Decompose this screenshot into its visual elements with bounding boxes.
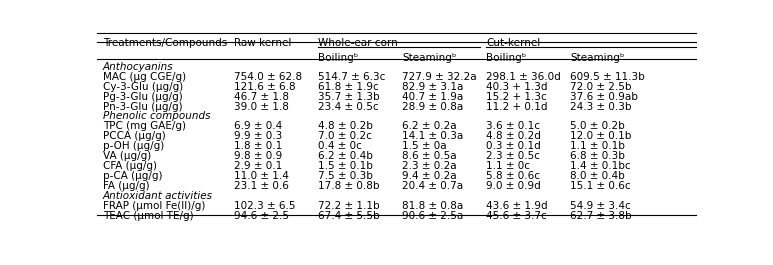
- Text: 14.1 ± 0.3a: 14.1 ± 0.3a: [402, 131, 463, 141]
- Text: 6.2 ± 0.4b: 6.2 ± 0.4b: [318, 151, 373, 161]
- Text: 1.1 ± 0c: 1.1 ± 0c: [486, 161, 530, 171]
- Text: 62.7 ± 3.8b: 62.7 ± 3.8b: [570, 211, 632, 220]
- Text: 37.6 ± 0.9ab: 37.6 ± 0.9ab: [570, 92, 638, 102]
- Text: 28.9 ± 0.8a: 28.9 ± 0.8a: [402, 101, 463, 112]
- Text: 9.9 ± 0.3: 9.9 ± 0.3: [234, 131, 283, 141]
- Text: 7.5 ± 0.3b: 7.5 ± 0.3b: [318, 171, 373, 181]
- Text: 72.0 ± 2.5b: 72.0 ± 2.5b: [570, 82, 632, 92]
- Text: 5.8 ± 0.6c: 5.8 ± 0.6c: [486, 171, 540, 181]
- Text: 0.3 ± 0.1d: 0.3 ± 0.1d: [486, 141, 541, 151]
- Text: 1.5 ± 0.1b: 1.5 ± 0.1b: [318, 161, 373, 171]
- Text: 102.3 ± 6.5: 102.3 ± 6.5: [234, 201, 296, 211]
- Text: 7.0 ± 0.2c: 7.0 ± 0.2c: [318, 131, 372, 141]
- Text: TPC (mg GAE/g): TPC (mg GAE/g): [103, 121, 186, 131]
- Text: 8.6 ± 0.5a: 8.6 ± 0.5a: [402, 151, 457, 161]
- Text: 4.8 ± 0.2d: 4.8 ± 0.2d: [486, 131, 541, 141]
- Text: 24.3 ± 0.3b: 24.3 ± 0.3b: [570, 101, 632, 112]
- Text: 15.2 + 1.3c: 15.2 + 1.3c: [486, 92, 547, 102]
- Text: Steamingᵇ: Steamingᵇ: [570, 53, 625, 63]
- Text: 81.8 ± 0.8a: 81.8 ± 0.8a: [402, 201, 463, 211]
- Text: 40.3 + 1.3d: 40.3 + 1.3d: [486, 82, 547, 92]
- Text: 1.1 ± 0.1b: 1.1 ± 0.1b: [570, 141, 625, 151]
- Text: 12.0 ± 0.1b: 12.0 ± 0.1b: [570, 131, 632, 141]
- Text: Antioxidant activities: Antioxidant activities: [103, 191, 213, 201]
- Text: 67.4 ± 5.5b: 67.4 ± 5.5b: [318, 211, 380, 220]
- Text: 94.6 ± 2.5: 94.6 ± 2.5: [234, 211, 289, 220]
- Text: Cy-3-Glu (μg/g): Cy-3-Glu (μg/g): [103, 82, 183, 92]
- Text: Cut-kernel: Cut-kernel: [486, 38, 540, 48]
- Text: Anthocyanins: Anthocyanins: [103, 62, 173, 72]
- Text: Phenolic compounds: Phenolic compounds: [103, 112, 210, 121]
- Text: p-CA (μg/g): p-CA (μg/g): [103, 171, 162, 181]
- Text: PCCA (μg/g): PCCA (μg/g): [103, 131, 165, 141]
- Text: 754.0 ± 62.8: 754.0 ± 62.8: [234, 72, 302, 82]
- Text: 23.4 ± 0.5c: 23.4 ± 0.5c: [318, 101, 379, 112]
- Text: 9.4 ± 0.2a: 9.4 ± 0.2a: [402, 171, 457, 181]
- Text: Treatments/Compounds: Treatments/Compounds: [103, 38, 226, 48]
- Text: 17.8 ± 0.8b: 17.8 ± 0.8b: [318, 181, 380, 191]
- Text: 23.1 ± 0.6: 23.1 ± 0.6: [234, 181, 289, 191]
- Text: 727.9 ± 32.2a: 727.9 ± 32.2a: [402, 72, 477, 82]
- Text: 46.7 ± 1.8: 46.7 ± 1.8: [234, 92, 289, 102]
- Text: 20.4 ± 0.7a: 20.4 ± 0.7a: [402, 181, 463, 191]
- Text: 514.7 ± 6.3c: 514.7 ± 6.3c: [318, 72, 386, 82]
- Text: 1.5 ± 0a: 1.5 ± 0a: [402, 141, 447, 151]
- Text: CFA (μg/g): CFA (μg/g): [103, 161, 157, 171]
- Text: 11.2 + 0.1d: 11.2 + 0.1d: [486, 101, 547, 112]
- Text: 609.5 ± 11.3b: 609.5 ± 11.3b: [570, 72, 645, 82]
- Text: Pn-3-Glu (μg/g): Pn-3-Glu (μg/g): [103, 101, 182, 112]
- Text: 9.8 ± 0.9: 9.8 ± 0.9: [234, 151, 283, 161]
- Text: 82.9 ± 3.1a: 82.9 ± 3.1a: [402, 82, 464, 92]
- Text: FRAP (μmol Fe(II)/g): FRAP (μmol Fe(II)/g): [103, 201, 205, 211]
- Text: 72.2 ± 1.1b: 72.2 ± 1.1b: [318, 201, 380, 211]
- Text: FA (μg/g): FA (μg/g): [103, 181, 149, 191]
- Text: 3.6 ± 0.1c: 3.6 ± 0.1c: [486, 121, 540, 131]
- Text: 2.9 ± 0.1: 2.9 ± 0.1: [234, 161, 283, 171]
- Text: 5.0 ± 0.2b: 5.0 ± 0.2b: [570, 121, 625, 131]
- Text: 45.6 ± 3.7c: 45.6 ± 3.7c: [486, 211, 547, 220]
- Text: 61.8 ± 1.9c: 61.8 ± 1.9c: [318, 82, 379, 92]
- Text: TEAC (μmol TE/g): TEAC (μmol TE/g): [103, 211, 193, 220]
- Text: p-OH (μg/g): p-OH (μg/g): [103, 141, 164, 151]
- Text: 54.9 ± 3.4c: 54.9 ± 3.4c: [570, 201, 631, 211]
- Text: VA (μg/g): VA (μg/g): [103, 151, 151, 161]
- Text: 43.6 ± 1.9d: 43.6 ± 1.9d: [486, 201, 547, 211]
- Text: 90.6 ± 2.5a: 90.6 ± 2.5a: [402, 211, 463, 220]
- Text: 40.7 ± 1.9a: 40.7 ± 1.9a: [402, 92, 463, 102]
- Text: 15.1 ± 0.6c: 15.1 ± 0.6c: [570, 181, 631, 191]
- Text: 121.6 ± 6.8: 121.6 ± 6.8: [234, 82, 296, 92]
- Text: 2.3 ± 0.2a: 2.3 ± 0.2a: [402, 161, 457, 171]
- Text: 0.4 ± 0c: 0.4 ± 0c: [318, 141, 363, 151]
- Text: 1.4 ± 0.1bc: 1.4 ± 0.1bc: [570, 161, 631, 171]
- Text: 35.7 ± 1.3b: 35.7 ± 1.3b: [318, 92, 380, 102]
- Text: 4.8 ± 0.2b: 4.8 ± 0.2b: [318, 121, 373, 131]
- Text: Pg-3-Glu (μg/g): Pg-3-Glu (μg/g): [103, 92, 182, 102]
- Text: 6.9 ± 0.4: 6.9 ± 0.4: [234, 121, 283, 131]
- Text: 1.8 ± 0.1: 1.8 ± 0.1: [234, 141, 283, 151]
- Text: 9.0 ± 0.9d: 9.0 ± 0.9d: [486, 181, 541, 191]
- Text: Steamingᵇ: Steamingᵇ: [402, 53, 457, 63]
- Text: Boilingᵇ: Boilingᵇ: [486, 53, 526, 63]
- Text: 6.8 ± 0.3b: 6.8 ± 0.3b: [570, 151, 625, 161]
- Text: 8.0 ± 0.4b: 8.0 ± 0.4b: [570, 171, 625, 181]
- Text: 298.1 ± 36.0d: 298.1 ± 36.0d: [486, 72, 560, 82]
- Text: 6.2 ± 0.2a: 6.2 ± 0.2a: [402, 121, 457, 131]
- Text: 39.0 ± 1.8: 39.0 ± 1.8: [234, 101, 289, 112]
- Text: Raw kernel: Raw kernel: [234, 38, 291, 48]
- Text: Boilingᵇ: Boilingᵇ: [318, 53, 359, 63]
- Text: 11.0 ± 1.4: 11.0 ± 1.4: [234, 171, 289, 181]
- Text: Whole-ear corn: Whole-ear corn: [318, 38, 398, 48]
- Text: 2.3 ± 0.5c: 2.3 ± 0.5c: [486, 151, 540, 161]
- Text: MAC (μg CGE/g): MAC (μg CGE/g): [103, 72, 186, 82]
